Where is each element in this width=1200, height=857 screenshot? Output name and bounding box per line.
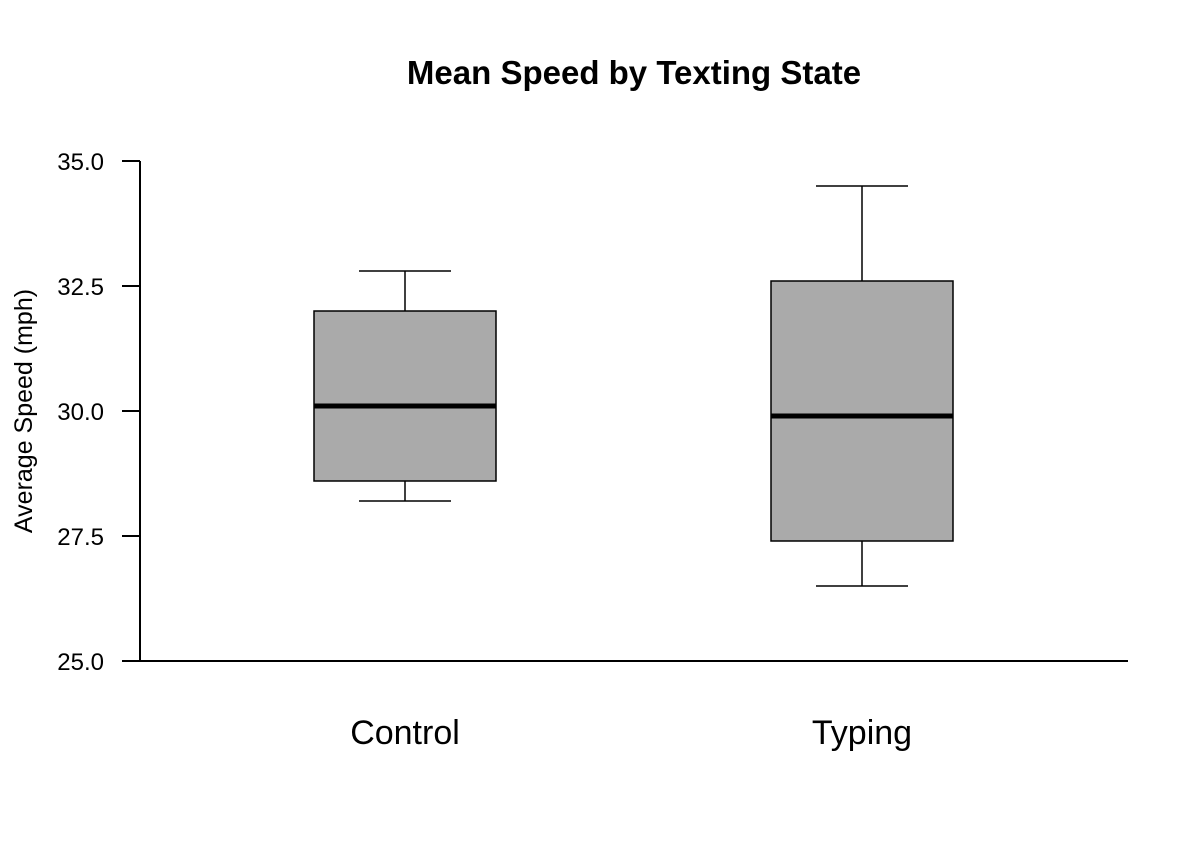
- iqr-box: [770, 280, 954, 542]
- x-category-label: Control: [350, 714, 460, 752]
- y-tick-label: 25.0: [57, 649, 104, 676]
- iqr-box: [313, 310, 497, 482]
- x-axis: Control Typing: [140, 660, 1128, 752]
- y-axis: 25.0 27.5 30.0 32.5 35.0: [57, 149, 141, 676]
- y-tick-label: 27.5: [57, 524, 104, 551]
- box-control: [313, 270, 497, 502]
- chart-title: Mean Speed by Texting State: [407, 54, 861, 91]
- y-tick-label: 35.0: [57, 149, 104, 176]
- y-tick-label: 30.0: [57, 399, 104, 426]
- x-category-label: Typing: [812, 714, 912, 752]
- y-axis-label: Average Speed (mph): [10, 289, 38, 533]
- y-tick-label: 32.5: [57, 274, 104, 301]
- boxes-group: [313, 185, 954, 587]
- box-typing: [770, 185, 954, 587]
